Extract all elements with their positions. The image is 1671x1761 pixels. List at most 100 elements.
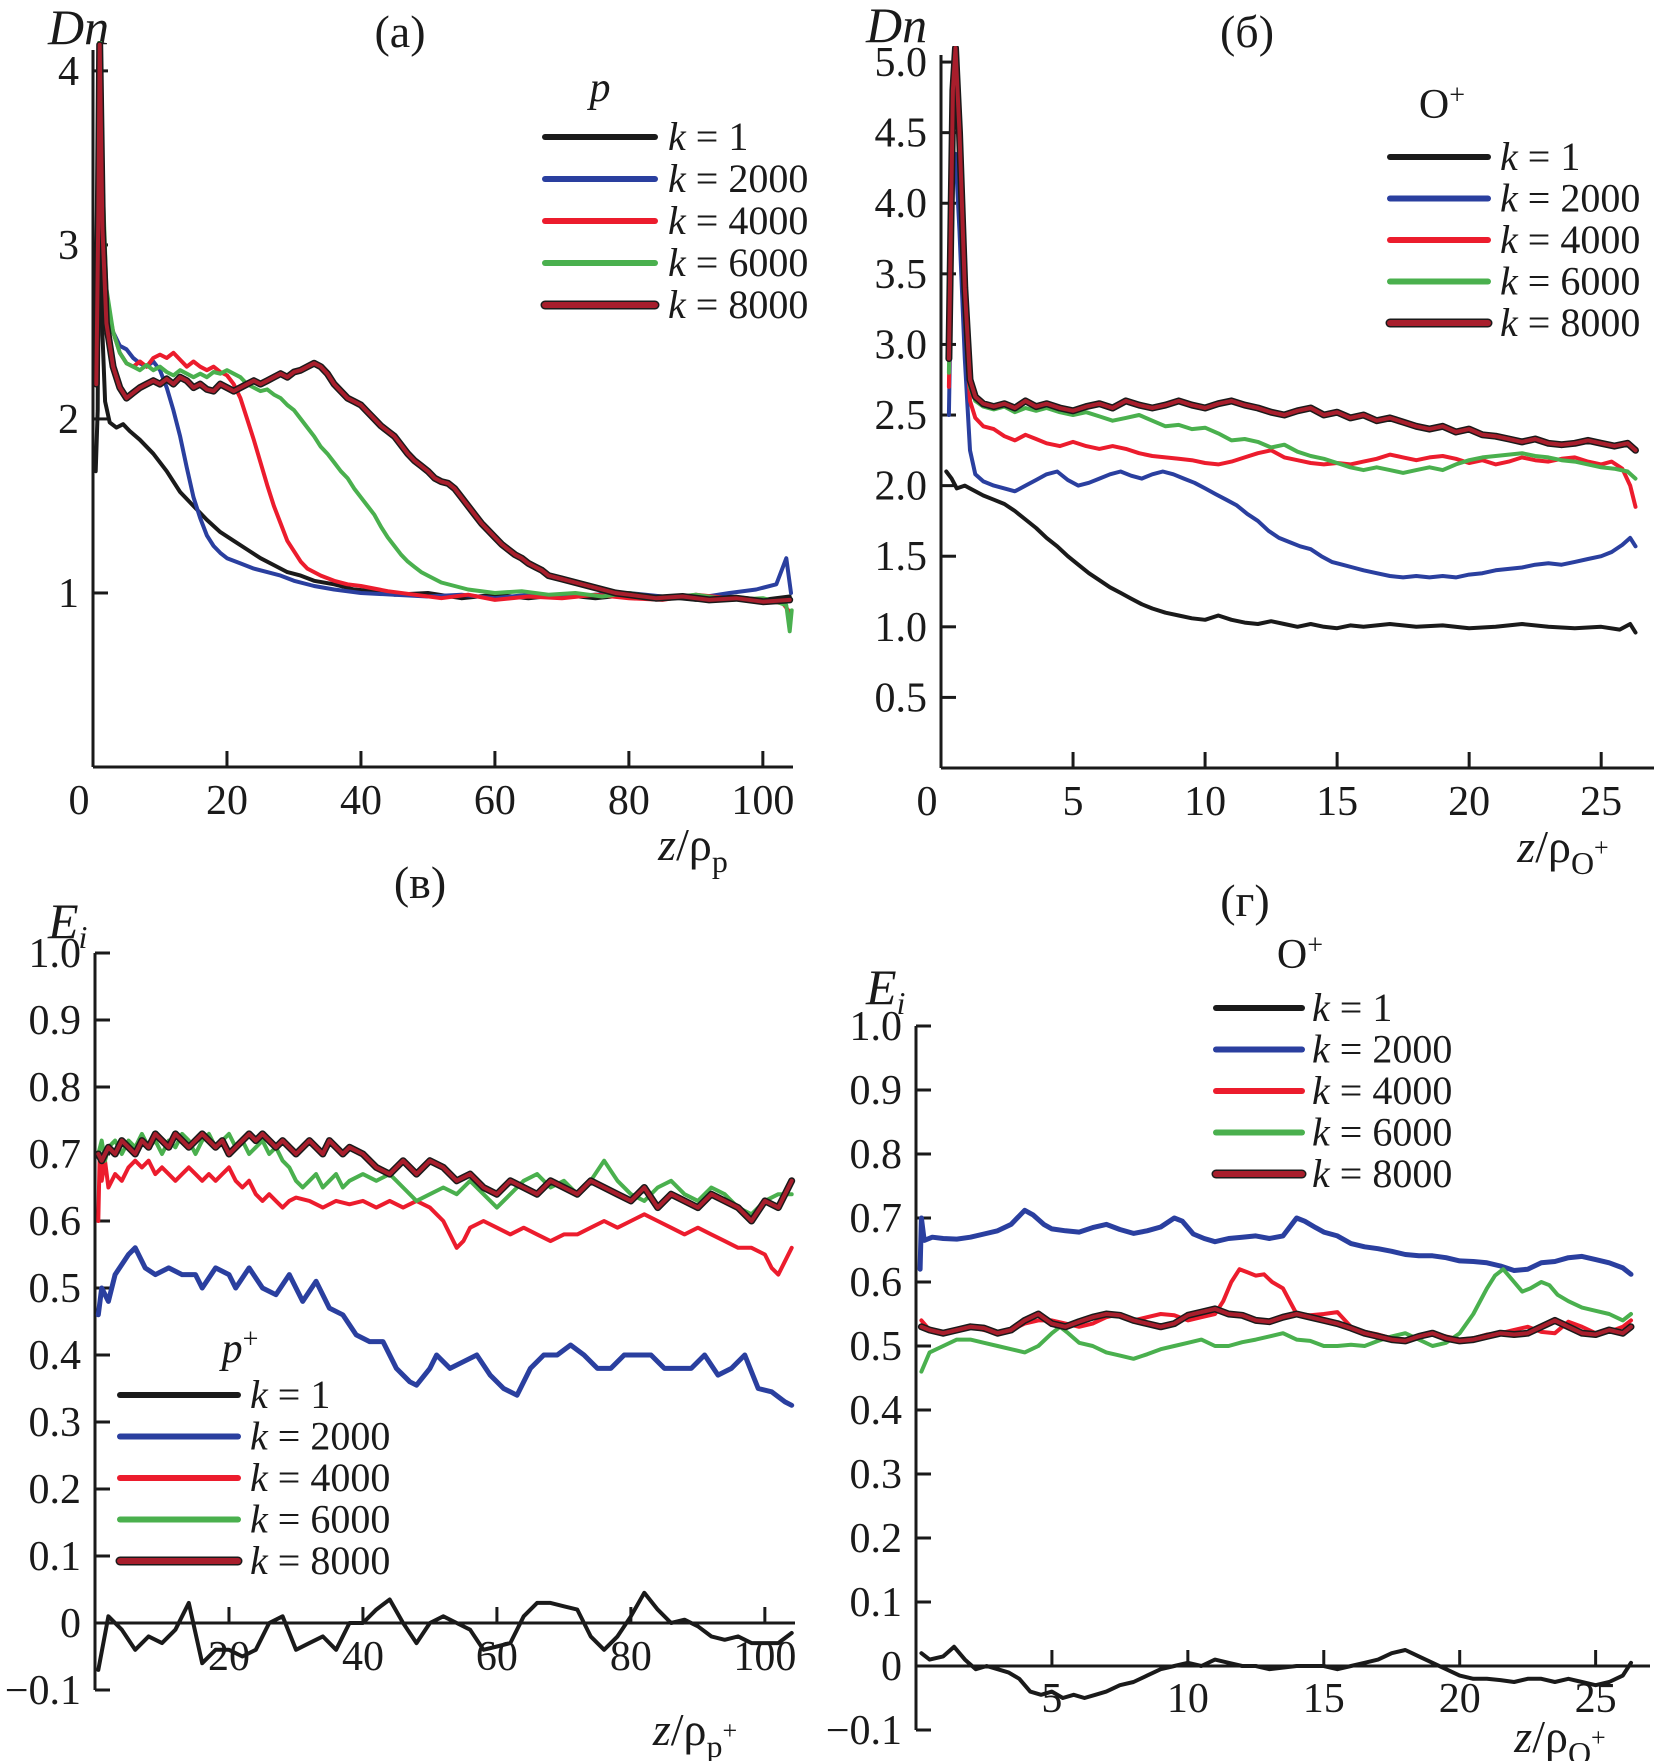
legend-label: k = 4000 — [1500, 217, 1640, 262]
y-tick-label: 0.5 — [850, 1324, 903, 1370]
legend-label: k = 8000 — [668, 282, 808, 327]
x-tick-label: 80 — [610, 1634, 652, 1680]
legend-label: k = 8000 — [1312, 1151, 1452, 1196]
y-tick-label: 5.0 — [875, 40, 928, 86]
legend-item: k = 4000 — [117, 1455, 390, 1500]
series-g-k-2000 — [917, 1207, 1634, 1277]
y-tick-label: 2.0 — [875, 464, 928, 510]
x-tick-label: 10 — [1184, 779, 1226, 825]
series-a-k-8000 — [94, 42, 792, 604]
y-tick-label: 0.9 — [850, 1068, 903, 1114]
y-tick-label: −0.1 — [826, 1708, 902, 1754]
legend-item: k = 4000 — [1387, 217, 1640, 262]
x-tick-label: 0 — [69, 778, 90, 824]
legend-item: k = 6000 — [117, 1497, 390, 1542]
y-tick-label: 3.5 — [875, 252, 928, 298]
series-v-k-4000 — [96, 1152, 794, 1277]
y-tick-label: 0.5 — [875, 675, 928, 721]
panel-title: (б) — [1220, 6, 1274, 57]
legend-item: k = 6000 — [1213, 1110, 1452, 1155]
y-tick-label: 1.0 — [875, 605, 928, 651]
x-axis-label: z/ρO+ — [1516, 821, 1608, 881]
legend-item: k = 8000 — [540, 282, 808, 327]
y-tick-label: 0.3 — [29, 1400, 82, 1446]
legend-title: p+ — [219, 1324, 259, 1372]
x-tick-label: 5 — [1063, 779, 1084, 825]
y-tick-label: 0.1 — [29, 1534, 82, 1580]
legend-item: k = 1 — [117, 1372, 330, 1417]
y-tick-label: 2 — [58, 397, 79, 443]
y-tick-label: 1 — [58, 571, 79, 617]
legend-item: k = 6000 — [1387, 259, 1640, 304]
panel-b: 0.5 1.0 1.5 2.0 2.5 3.0 3.5 4.0 4.5 5.0 0 5 10 15 20 25… — [865, 0, 1654, 881]
y-tick-label: 0 — [60, 1601, 81, 1647]
x-tick-label: 60 — [474, 778, 516, 824]
legend-item: k = 2000 — [1213, 1027, 1452, 1072]
panel-v: 1.00.90.80.70.60.50.40.30.20.10−0.120 40 6… — [5, 857, 797, 1761]
legend-item: k = 8000 — [1385, 300, 1640, 345]
legend-item: k = 1 — [1213, 985, 1392, 1030]
legend-item: k = 4000 — [1213, 1068, 1452, 1113]
panel-title: (а) — [374, 6, 425, 57]
legend-label: k = 1 — [1312, 985, 1392, 1030]
y-tick-label: 0.4 — [850, 1388, 903, 1434]
x-tick-label: 20 — [206, 778, 248, 824]
ticks: 0.5 1.0 1.5 2.0 2.5 3.0 3.5 4.0 4.5 5.0 0 5 10 15 20 25 — [875, 40, 1623, 825]
axes — [93, 953, 795, 1690]
series-b-k-2000 — [946, 151, 1638, 580]
y-tick-label: 0.7 — [29, 1132, 82, 1178]
legend-label: k = 1 — [250, 1372, 330, 1417]
x-tick-label: 100 — [731, 778, 794, 824]
panel-title: (в) — [394, 857, 446, 908]
x-tick-label: 40 — [342, 1634, 384, 1680]
x-tick-label: 0 — [917, 779, 938, 825]
legend-item: k = 6000 — [542, 240, 808, 285]
x-tick-label: 20 — [1439, 1676, 1481, 1722]
legend-label: k = 2000 — [250, 1414, 390, 1459]
legend-item: k = 2000 — [542, 156, 808, 201]
axes — [939, 55, 1654, 770]
series-g-k-6000 — [919, 1267, 1633, 1374]
y-tick-label: 0.3 — [850, 1452, 903, 1498]
y-tick-label: 1.0 — [850, 1004, 903, 1050]
legend-item: k = 8000 — [115, 1538, 390, 1583]
x-tick-label: 10 — [1167, 1676, 1209, 1722]
series-v-k-2000 — [95, 1245, 795, 1408]
legend-label: k = 2000 — [668, 156, 808, 201]
panel-g: 1.0 0.9 0.8 0.7 0.6 0.5 0.4 0.3 0.2 0.1 0 −0.1 5 10 15… — [826, 875, 1650, 1761]
legend-label: k = 2000 — [1500, 176, 1640, 221]
ticks: 1.00.90.80.70.60.50.40.30.20.10−0.120 40 6… — [5, 931, 797, 1714]
legend-item: k = 1 — [1387, 134, 1580, 179]
series-g-k-1 — [919, 1644, 1633, 1700]
y-tick-label: 0.1 — [850, 1580, 903, 1626]
legend-title: O+ — [1277, 930, 1323, 978]
x-tick-label: 20 — [1448, 779, 1490, 825]
legend-label: k = 8000 — [250, 1538, 390, 1583]
y-tick-label: 0.6 — [850, 1260, 903, 1306]
legend-label: k = 6000 — [1500, 259, 1640, 304]
series-g-k-8000 — [919, 1306, 1633, 1343]
y-tick-label: 4 — [58, 49, 79, 95]
y-tick-label: 0.8 — [850, 1132, 903, 1178]
ticks: 1.0 0.9 0.8 0.7 0.6 0.5 0.4 0.3 0.2 0.1 0 −0.1 5 10 15… — [826, 1004, 1617, 1754]
x-axis-label: z/ρp — [657, 819, 728, 879]
y-tick-label: 1.5 — [875, 534, 928, 580]
panel-title: (г) — [1220, 875, 1270, 926]
y-tick-label: 0 — [881, 1644, 902, 1690]
y-tick-label: 4.5 — [875, 111, 928, 157]
y-tick-label: 0.7 — [850, 1196, 903, 1242]
x-tick-label: 25 — [1580, 779, 1622, 825]
legend-item: k = 8000 — [1211, 1151, 1452, 1196]
series-v-k-8000 — [96, 1131, 794, 1223]
legend-title: p — [587, 65, 611, 111]
axes — [91, 50, 793, 769]
legend-item: k = 2000 — [117, 1414, 390, 1459]
series-v-k-8000-shadow — [94, 1130, 796, 1225]
